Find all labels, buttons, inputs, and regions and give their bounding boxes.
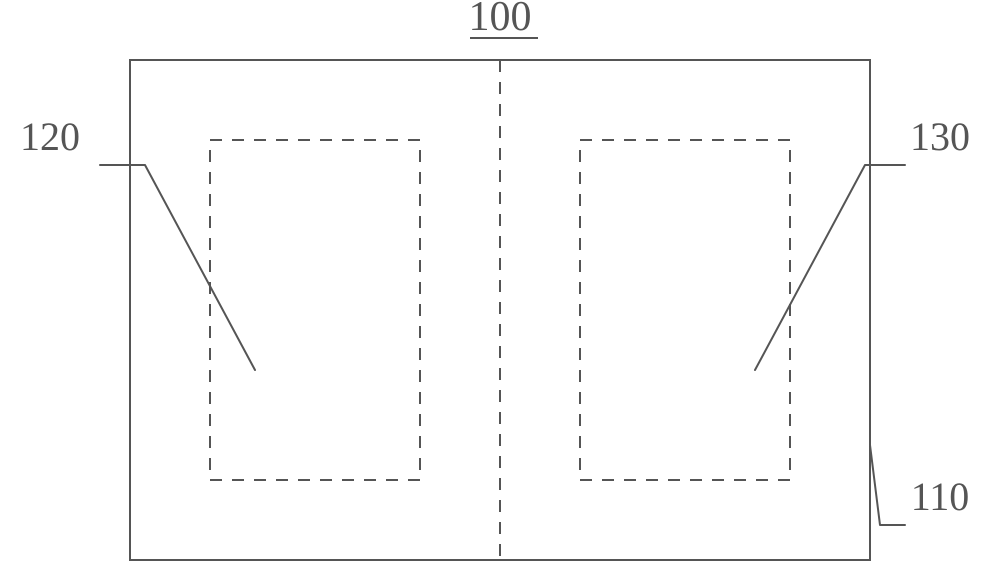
- label-130: 130: [910, 114, 970, 159]
- diagram-canvas: 100 120 130 110: [0, 0, 1000, 587]
- leader-130: [755, 165, 905, 370]
- label-110: 110: [911, 474, 970, 519]
- title-label: 100: [469, 0, 532, 40]
- leader-120: [100, 165, 255, 370]
- inner-box-left: [210, 140, 420, 480]
- leader-110: [870, 445, 905, 525]
- inner-box-right: [580, 140, 790, 480]
- label-120: 120: [20, 114, 80, 159]
